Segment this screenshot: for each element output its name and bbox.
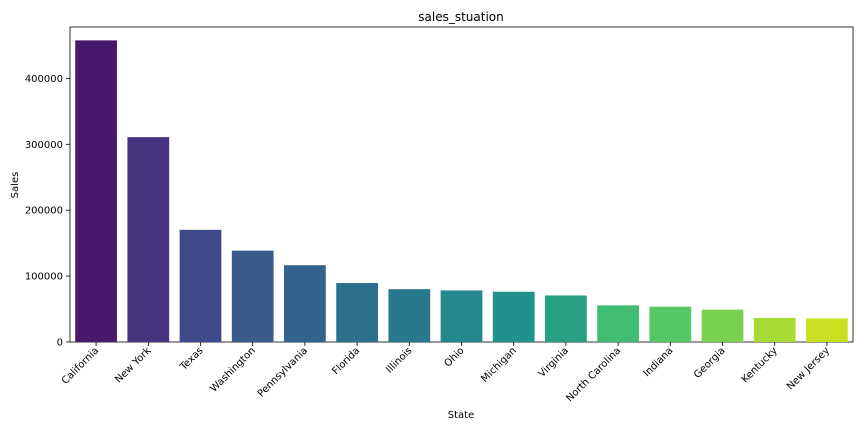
bar-pennsylvania (284, 265, 326, 342)
bar-california (75, 40, 117, 342)
y-axis: 0 100000 200000 300000 400000 (25, 74, 70, 349)
x-tick-label: California (60, 345, 101, 386)
bar-new-york (127, 137, 170, 342)
x-tick-label: Indiana (641, 345, 675, 379)
bar-kentucky (753, 317, 796, 342)
bar-michigan (492, 291, 535, 342)
bar-indiana (649, 306, 692, 342)
x-tick-label: Texas (178, 345, 206, 373)
bar-georgia (701, 309, 744, 342)
x-tick-label: Virginia (537, 345, 571, 379)
bar-texas (179, 229, 222, 342)
y-tick-label: 100000 (25, 272, 63, 283)
bar-virginia (545, 295, 587, 342)
x-tick-label: Michigan (479, 345, 518, 384)
x-tick-label: North Carolina (564, 345, 623, 404)
bar-ohio (440, 290, 483, 342)
bar-florida (336, 283, 378, 342)
x-tick-label: Georgia (692, 345, 728, 381)
x-tick-label: Pennsylvania (256, 345, 310, 399)
x-tick-label: Florida (330, 345, 362, 377)
y-axis-title: Sales (10, 172, 21, 199)
x-tick-label: Ohio (443, 345, 467, 369)
x-tick-label: New Jersey (785, 345, 832, 392)
bar-new-jersey (806, 318, 848, 342)
y-tick-label: 300000 (25, 140, 63, 151)
x-tick-label: New York (113, 345, 153, 385)
x-axis-title: State (448, 410, 474, 421)
bar-north-carolina (597, 305, 639, 342)
x-tick-label: Washington (208, 345, 257, 394)
bar-washington (231, 250, 274, 342)
bars-group (75, 40, 848, 342)
y-tick-label: 200000 (25, 206, 63, 217)
x-axis: California New York Texas WashingtonPennsyl… (60, 342, 832, 404)
bar-illinois (388, 289, 431, 342)
y-tick-label: 400000 (25, 74, 63, 85)
x-tick-label: Illinois (384, 345, 414, 375)
chart-title: sales_stuation (418, 10, 503, 24)
x-tick-label: Kentucky (740, 345, 780, 385)
y-tick-label: 0 (57, 338, 63, 349)
